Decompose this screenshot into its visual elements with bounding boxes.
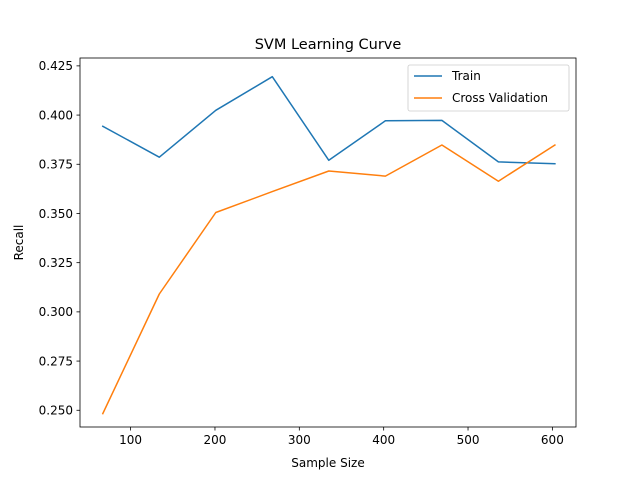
y-tick-label: 0.425 xyxy=(39,59,73,73)
y-tick-label: 0.400 xyxy=(39,108,73,122)
x-tick-label: 300 xyxy=(288,433,311,447)
y-tick-label: 0.375 xyxy=(39,158,73,172)
chart-title: SVM Learning Curve xyxy=(255,37,402,53)
y-axis-label: Recall xyxy=(12,225,26,261)
y-tick-label: 0.275 xyxy=(39,354,73,368)
y-tick-label: 0.300 xyxy=(39,305,73,319)
plot-frame xyxy=(79,57,577,428)
y-tick-label: 0.325 xyxy=(39,256,73,270)
axes-layer xyxy=(79,57,577,428)
x-tick-label: 600 xyxy=(541,433,564,447)
y-tick-label: 0.350 xyxy=(39,207,73,221)
x-tick-label: 100 xyxy=(119,433,142,447)
plot-area xyxy=(80,58,576,427)
y-axis-ticks: 0.250 0.275 0.300 0.325 0.350 0.375 0.400 0.425 xyxy=(39,59,80,418)
legend-label-cross-validation: Cross Validation xyxy=(452,91,548,105)
x-axis-ticks: 100 200 300 400 500 600 xyxy=(119,427,564,447)
legend-frame xyxy=(407,64,570,112)
x-tick-label: 500 xyxy=(457,433,480,447)
y-tick-label: 0.250 xyxy=(39,404,73,418)
series-line-cross-validation xyxy=(101,143,556,415)
series-layer xyxy=(101,75,556,415)
legend: Train Cross Validation xyxy=(407,64,570,112)
x-tick-label: 400 xyxy=(372,433,395,447)
x-tick-label: 200 xyxy=(204,433,227,447)
x-axis-label: Sample Size xyxy=(291,456,364,470)
legend-label-train: Train xyxy=(451,69,481,83)
series-line-train xyxy=(101,75,556,165)
